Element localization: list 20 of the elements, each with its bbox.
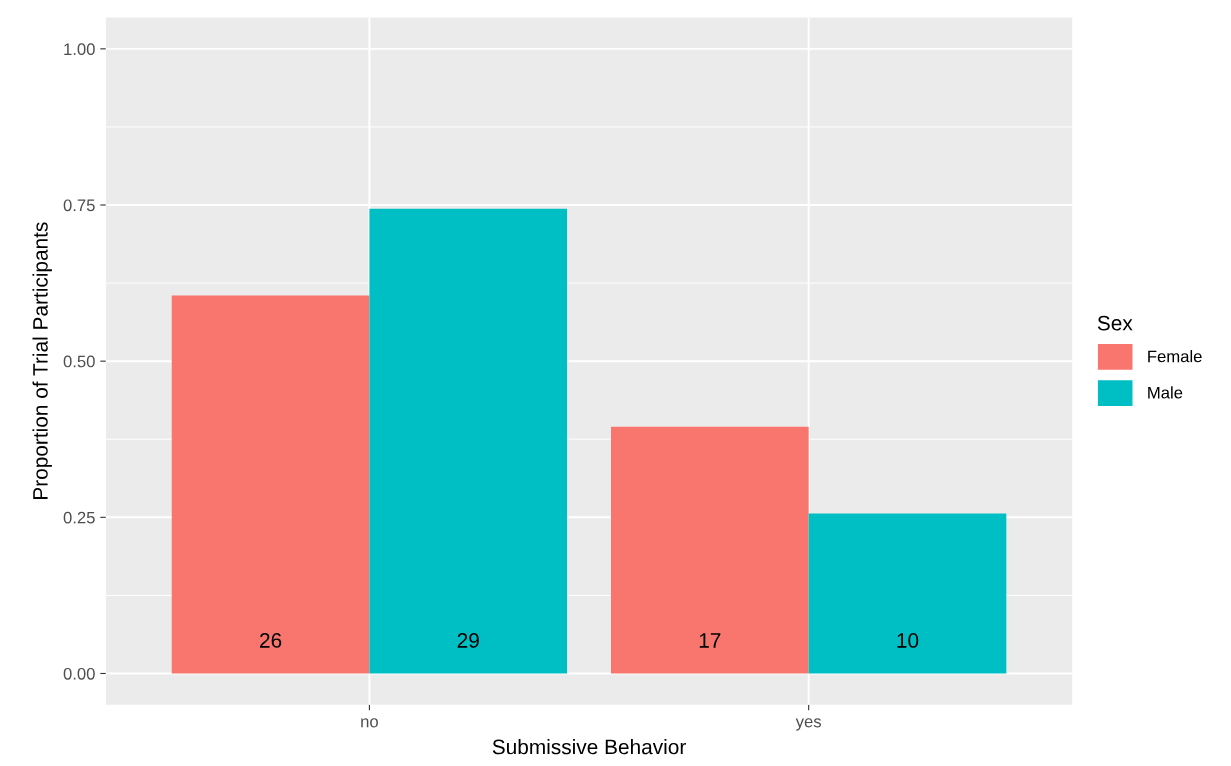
y-tick-label: 1.00 xyxy=(64,43,95,56)
bar xyxy=(808,513,1007,674)
bar xyxy=(611,426,809,674)
annotation: 10 xyxy=(897,633,919,648)
y-tick-label: 0.75 xyxy=(63,199,95,212)
x-tick-label: yes xyxy=(795,718,822,731)
annotation: 17 xyxy=(699,633,721,648)
legend-label: Male xyxy=(1148,386,1183,399)
x-tick-label: no xyxy=(361,718,378,728)
y-axis-title: Proportion of Trial Participants xyxy=(32,222,52,499)
annotation: 26 xyxy=(260,633,282,648)
legend-title: Sex xyxy=(1097,315,1133,331)
x-axis-title: Submissive Behavior xyxy=(492,739,686,755)
y-tick-label: 0.25 xyxy=(63,511,95,524)
y-tick-label: 0.00 xyxy=(63,667,95,680)
bar xyxy=(171,295,370,674)
bar xyxy=(369,208,568,674)
annotation: 29 xyxy=(457,633,479,648)
y-tick-label: 0.50 xyxy=(63,355,95,368)
legend-label: Female xyxy=(1148,350,1202,363)
